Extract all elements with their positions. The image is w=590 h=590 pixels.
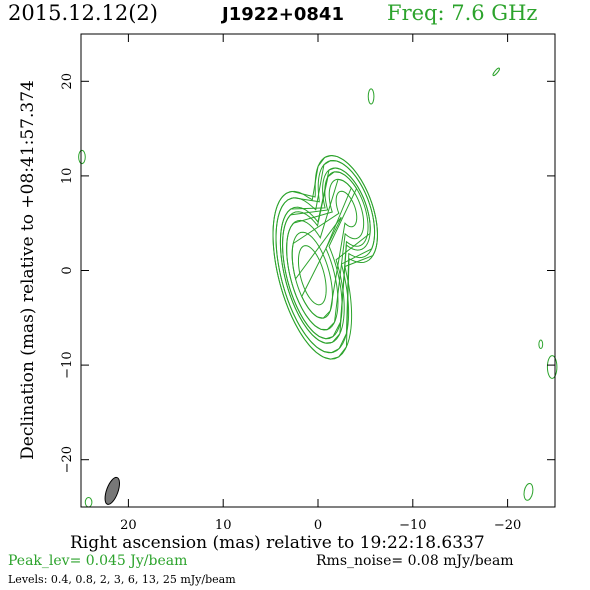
frequency-label: Freq: 7.6 GHz xyxy=(387,1,538,25)
y-tick-label: 0 xyxy=(60,266,75,274)
noise-contour xyxy=(84,497,93,508)
y-axis-label: Declination (mas) relative to +08:41:57.… xyxy=(18,80,38,460)
beam-group xyxy=(104,476,121,505)
x-tick-label: 0 xyxy=(314,518,322,533)
contour-line xyxy=(297,245,327,306)
contour-group xyxy=(78,67,558,508)
y-tick-label: 20 xyxy=(60,73,75,90)
contour-line xyxy=(282,171,369,340)
contour-line xyxy=(275,159,376,354)
tick-label-group: 20 10 0 −10 −20 20 10 0 −10 −20 xyxy=(60,73,521,533)
x-axis-label: Right ascension (mas) relative to 19:22:… xyxy=(70,533,485,553)
x-tick-label: 10 xyxy=(215,518,232,533)
source-name: J1922+0841 xyxy=(222,4,344,25)
plot-frame xyxy=(80,33,556,508)
contour-line xyxy=(291,190,358,319)
x-tick-label: −20 xyxy=(494,518,521,533)
noise-contour xyxy=(546,355,558,379)
y-tick-label: 10 xyxy=(60,168,75,185)
noise-contour xyxy=(78,149,86,165)
epoch-title: 2015.12.12(2) xyxy=(8,1,158,25)
beam-ellipse xyxy=(104,476,121,505)
noise-contour xyxy=(492,67,500,77)
y-tick-label: −10 xyxy=(60,351,75,378)
tick-group xyxy=(81,34,555,507)
noise-contour xyxy=(538,339,544,350)
peak-level: Peak_lev= 0.045 Jy/beam xyxy=(8,553,188,569)
contour-line xyxy=(286,178,365,331)
noise-contour xyxy=(523,482,534,501)
y-tick-label: −20 xyxy=(60,446,75,473)
x-tick-label: −10 xyxy=(399,518,426,533)
noise-contour xyxy=(367,88,375,105)
x-tick-label: 20 xyxy=(120,518,137,533)
rms-noise: Rms_noise= 0.08 mJy/beam xyxy=(316,553,514,569)
contour-line xyxy=(272,154,378,360)
contour-levels: Levels: 0.4, 0.8, 2, 3, 6, 13, 25 mJy/be… xyxy=(8,573,236,586)
